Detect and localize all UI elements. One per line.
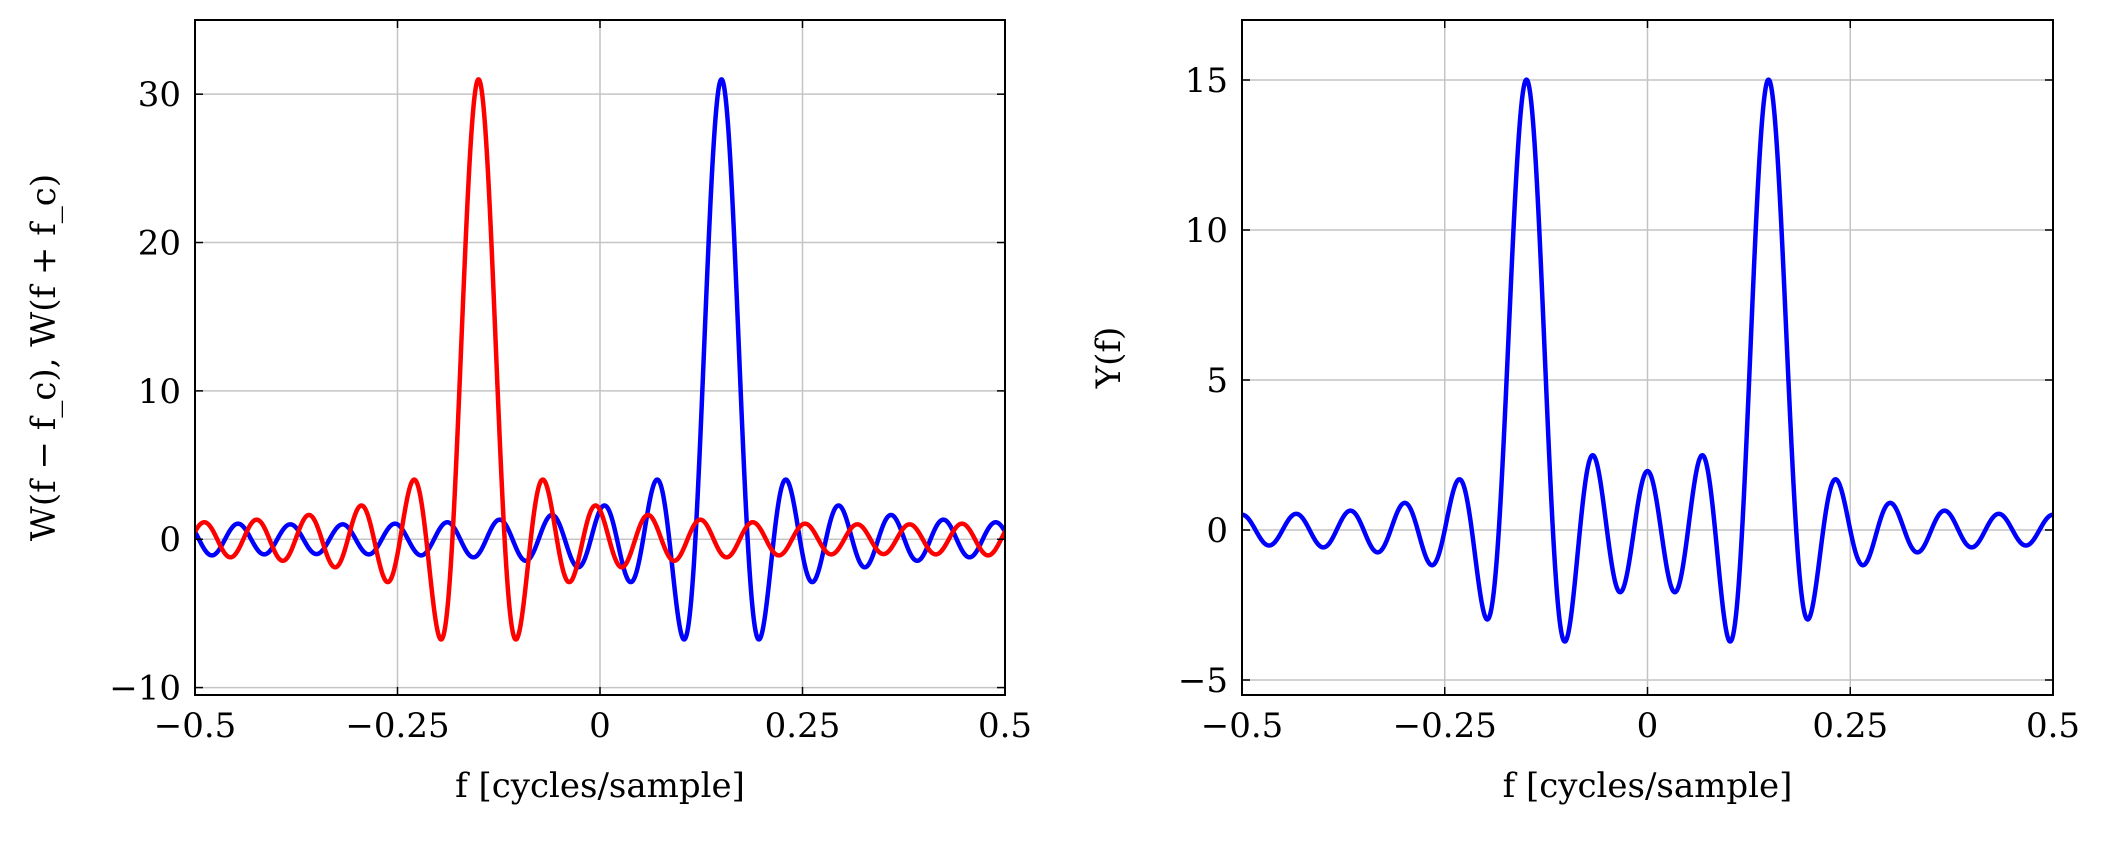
left-x-tick-label: 0 (589, 706, 611, 746)
left-x-tick-labels: −0.5 −0.25 0 0.25 0.5 (154, 706, 1032, 746)
right-chart: −0.5 −0.25 0 0.25 0.5 −5 0 5 10 15 f [cycles/sam… (1089, 19, 2080, 806)
right-x-tick-label: 0.25 (1812, 706, 1888, 746)
left-ticks (194, 20, 1006, 695)
right-y-tick-label: −5 (1178, 661, 1228, 701)
right-x-tick-labels: −0.5 −0.25 0 0.25 0.5 (1201, 706, 2080, 746)
left-x-tick-label: −0.25 (345, 706, 449, 746)
right-x-tick-label: −0.25 (1393, 706, 1497, 746)
right-y-tick-label: 15 (1185, 61, 1228, 101)
left-y-tick-labels: −10 0 10 20 30 (109, 75, 181, 708)
right-x-tick-label: 0.5 (2026, 706, 2080, 746)
left-series-line-1 (195, 77, 1005, 642)
right-y-axis-label: Y(f) (1089, 327, 1129, 390)
right-x-axis-label: f [cycles/sample] (1503, 766, 1793, 806)
left-y-tick-label: 10 (138, 372, 181, 412)
left-chart: −0.5 −0.25 0 0.25 0.5 −10 0 10 20 30 f [cycles/s… (24, 19, 1032, 806)
right-y-tick-label: 0 (1206, 511, 1228, 551)
left-y-tick-label: 30 (138, 75, 181, 115)
left-y-tick-label: −10 (109, 669, 181, 709)
left-x-axis-label: f [cycles/sample] (455, 766, 745, 806)
right-series-line-0 (1242, 77, 2053, 644)
left-y-tick-label: 20 (138, 224, 181, 264)
right-series-group (1242, 77, 2053, 644)
left-grid (194, 20, 1006, 695)
left-y-axis-label: W(f − f_c), W(f + f_c) (24, 174, 64, 541)
left-x-tick-label: 0.5 (978, 706, 1032, 746)
left-y-tick-label: 0 (159, 520, 181, 560)
left-x-tick-label: −0.5 (154, 706, 237, 746)
right-y-tick-label: 10 (1185, 211, 1228, 251)
right-x-tick-label: −0.5 (1201, 706, 1284, 746)
right-x-tick-label: 0 (1637, 706, 1659, 746)
right-grid (1241, 20, 2054, 695)
right-ticks (1241, 20, 2054, 695)
right-y-tick-labels: −5 0 5 10 15 (1178, 61, 1228, 701)
left-x-tick-label: 0.25 (765, 706, 841, 746)
left-series-group (195, 77, 1005, 642)
right-y-tick-label: 5 (1206, 361, 1228, 401)
